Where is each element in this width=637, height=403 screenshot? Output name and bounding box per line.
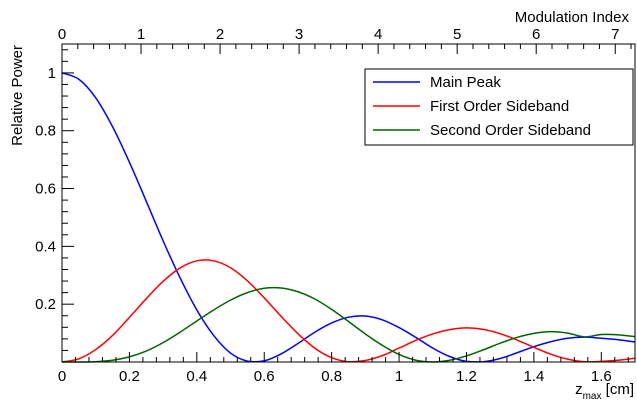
top-tick-label: 7 xyxy=(611,26,619,43)
x-tick-label: 0.6 xyxy=(254,368,275,385)
legend: Main Peak First Order Sideband Second Or… xyxy=(364,68,634,146)
x-tick-label: 1 xyxy=(395,368,403,385)
y-tick-label: 1 xyxy=(48,65,56,82)
series-line-main-peak xyxy=(61,72,636,363)
x-axis-title-unit: [cm] xyxy=(602,381,635,398)
label-layer: 0 0.2 0.4 0.6 0.8 1 1.2 1.4 1.6 0.2 0.4 0.6 0.8 1 0 1 2 3… xyxy=(35,26,619,385)
x-tick-label: 1.2 xyxy=(456,368,477,385)
tick-layer xyxy=(61,44,632,362)
y-axis-title: Relative Power xyxy=(9,45,26,146)
x-tick-label: 0.4 xyxy=(186,368,207,385)
y-tick-label: 0.4 xyxy=(35,238,56,255)
y-tick-label: 0.8 xyxy=(35,123,56,140)
top-tick-label: 1 xyxy=(137,26,145,43)
x-tick-label: 0 xyxy=(58,368,66,385)
y-tick-label: 0.2 xyxy=(35,296,56,313)
top-tick-label: 4 xyxy=(374,26,382,43)
top-tick-label: 5 xyxy=(453,26,461,43)
legend-label-main-peak: Main Peak xyxy=(430,74,501,91)
x-tick-label: 0.8 xyxy=(321,368,342,385)
top-tick-label: 6 xyxy=(532,26,540,43)
series-line-second-order-sideband xyxy=(61,286,636,363)
plot-frame xyxy=(61,43,636,363)
x-axis-title-main: z xyxy=(575,381,583,398)
x-axis-title-subscript: max xyxy=(583,391,602,402)
y-tick-label: 0.6 xyxy=(35,181,56,198)
legend-label-first-order-sideband: First Order Sideband xyxy=(430,98,569,115)
top-axis-title: Modulation Index xyxy=(515,9,630,26)
x-tick-label: 1.4 xyxy=(523,368,544,385)
top-tick-label: 0 xyxy=(58,26,66,43)
legend-label-second-order-sideband: Second Order Sideband xyxy=(430,122,591,139)
top-tick-label: 2 xyxy=(216,26,224,43)
top-tick-label: 3 xyxy=(295,26,303,43)
x-tick-label: 0.2 xyxy=(119,368,140,385)
x-axis-title: zmax [cm] xyxy=(575,381,634,402)
x-tick-label: 1.6 xyxy=(591,368,612,385)
